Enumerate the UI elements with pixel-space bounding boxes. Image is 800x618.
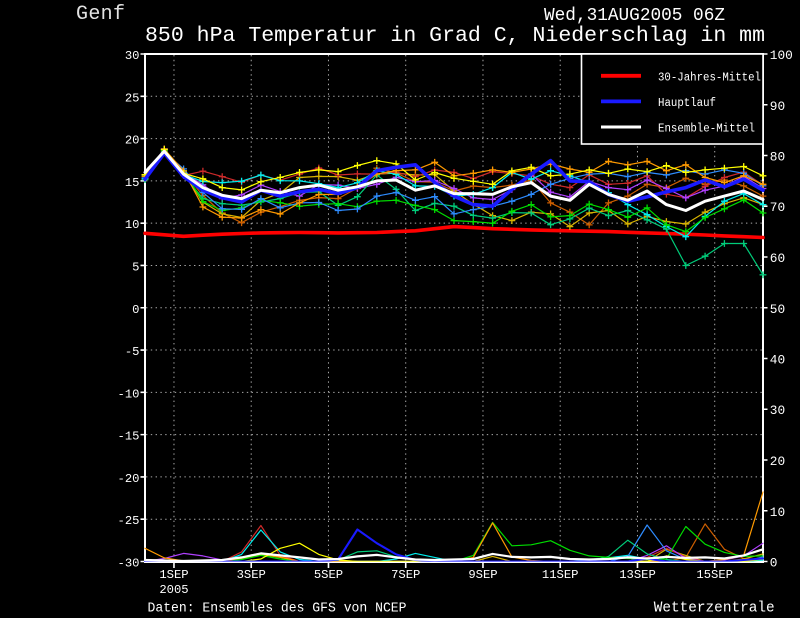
- svg-text:0: 0: [132, 303, 139, 317]
- svg-text:15: 15: [125, 176, 140, 190]
- svg-text:20: 20: [770, 454, 785, 469]
- svg-text:-5: -5: [125, 345, 140, 359]
- svg-text:60: 60: [770, 251, 785, 266]
- svg-text:80: 80: [770, 150, 785, 165]
- svg-text:5SEP: 5SEP: [314, 568, 343, 582]
- svg-text:13SEP: 13SEP: [619, 568, 656, 582]
- svg-text:-10: -10: [118, 387, 140, 401]
- svg-text:Daten: Ensembles des GFS von N: Daten: Ensembles des GFS von NCEP: [148, 601, 407, 617]
- svg-text:30: 30: [770, 403, 785, 418]
- svg-text:1SEP: 1SEP: [159, 568, 188, 582]
- svg-text:9SEP: 9SEP: [468, 568, 497, 582]
- svg-text:2005: 2005: [159, 583, 188, 597]
- svg-text:100: 100: [770, 48, 793, 63]
- svg-text:25: 25: [125, 91, 140, 105]
- svg-text:11SEP: 11SEP: [542, 568, 579, 582]
- svg-text:Genf: Genf: [76, 3, 125, 26]
- svg-text:40: 40: [770, 353, 785, 368]
- svg-text:-25: -25: [118, 514, 140, 528]
- svg-text:3SEP: 3SEP: [237, 568, 266, 582]
- svg-text:Hauptlauf: Hauptlauf: [658, 97, 716, 110]
- svg-text:5: 5: [132, 261, 139, 275]
- svg-text:Wed,31AUG2005 06Z: Wed,31AUG2005 06Z: [544, 6, 725, 26]
- svg-text:7SEP: 7SEP: [391, 568, 420, 582]
- svg-text:30: 30: [125, 49, 140, 63]
- svg-text:20: 20: [125, 134, 140, 148]
- svg-text:-20: -20: [118, 472, 140, 486]
- svg-text:15SEP: 15SEP: [696, 568, 733, 582]
- svg-text:50: 50: [770, 302, 785, 317]
- svg-text:90: 90: [770, 99, 785, 114]
- svg-text:Wetterzentrale: Wetterzentrale: [654, 600, 775, 617]
- svg-text:850 hPa Temperatur in Grad C,: 850 hPa Temperatur in Grad C, Niederschl…: [145, 24, 765, 48]
- svg-text:-30: -30: [118, 557, 140, 571]
- svg-text:-15: -15: [118, 430, 140, 444]
- svg-text:70: 70: [770, 200, 785, 215]
- svg-text:10: 10: [770, 505, 785, 520]
- svg-text:10: 10: [125, 218, 140, 232]
- svg-text:0: 0: [770, 556, 778, 571]
- svg-text:Ensemble-Mittel: Ensemble-Mittel: [658, 123, 755, 136]
- svg-text:30-Jahres-Mittel: 30-Jahres-Mittel: [658, 71, 761, 84]
